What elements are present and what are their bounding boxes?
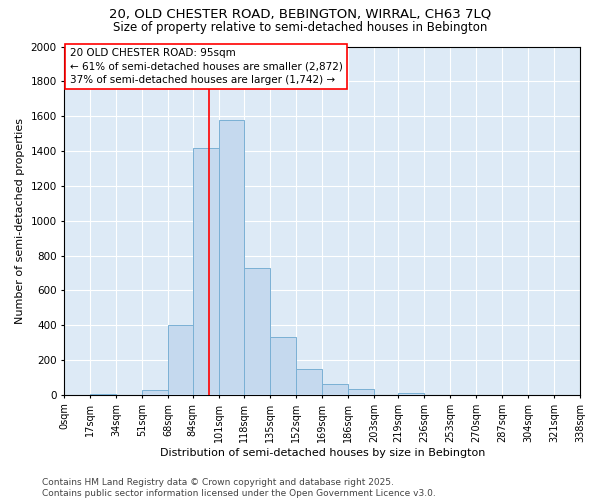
Bar [168, 325, 194, 395]
Bar [398, 393, 424, 395]
Y-axis label: Number of semi-detached properties: Number of semi-detached properties [15, 118, 25, 324]
Text: 20 OLD CHESTER ROAD: 95sqm
← 61% of semi-detached houses are smaller (2,872)
37%: 20 OLD CHESTER ROAD: 95sqm ← 61% of semi… [70, 48, 343, 84]
Text: Contains HM Land Registry data © Crown copyright and database right 2025.
Contai: Contains HM Land Registry data © Crown c… [42, 478, 436, 498]
Bar [271, 338, 296, 395]
Bar [348, 389, 374, 395]
Text: 20, OLD CHESTER ROAD, BEBINGTON, WIRRAL, CH63 7LQ: 20, OLD CHESTER ROAD, BEBINGTON, WIRRAL,… [109, 8, 491, 20]
Bar [142, 390, 168, 395]
Bar [322, 384, 348, 395]
Bar [193, 148, 218, 395]
Bar [296, 369, 322, 395]
Bar [91, 394, 116, 395]
Text: Size of property relative to semi-detached houses in Bebington: Size of property relative to semi-detach… [113, 21, 487, 34]
Bar [244, 268, 271, 395]
X-axis label: Distribution of semi-detached houses by size in Bebington: Distribution of semi-detached houses by … [160, 448, 485, 458]
Bar [218, 120, 244, 395]
